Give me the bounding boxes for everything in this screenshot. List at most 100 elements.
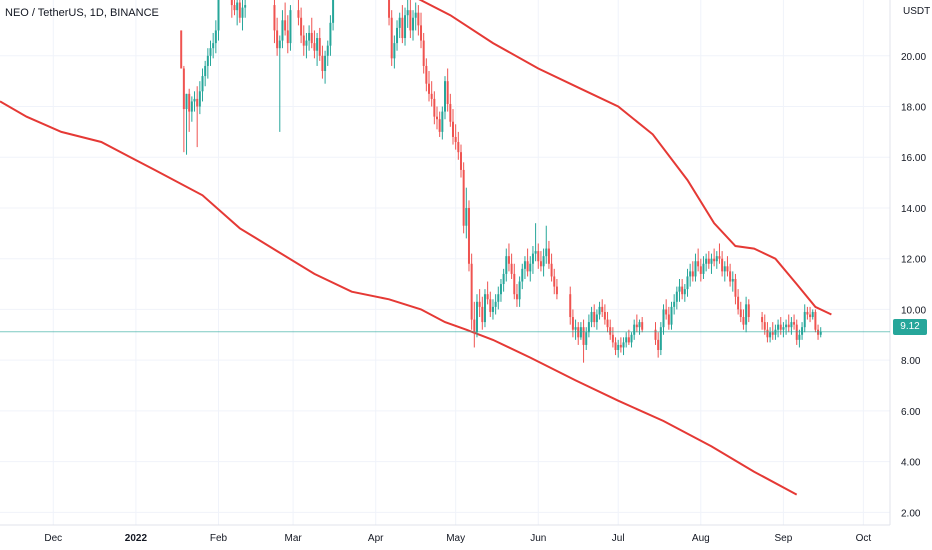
candle-body (590, 311, 593, 323)
candle-down (297, 0, 300, 26)
candle-up (769, 327, 772, 343)
price-axis-tick-label: 14.00 (901, 204, 926, 215)
candle-up (662, 304, 665, 335)
candle-up (630, 332, 633, 348)
candle-body (182, 68, 185, 110)
candle-down (553, 268, 556, 295)
candle-body (811, 311, 814, 318)
candle-body (332, 0, 335, 23)
candle-down (420, 12, 423, 49)
candle-down (609, 319, 612, 340)
candle-body (300, 17, 303, 36)
candle-body (404, 15, 407, 39)
candle-body (710, 258, 713, 264)
candle-down (478, 289, 481, 318)
price-axis-labels[interactable]: 2.00 4.00 6.00 8.00 10.00 12.00 14.00 16.00 18.0… (901, 52, 926, 520)
candle-body (654, 329, 657, 340)
candle-body (681, 286, 684, 295)
candle-body (414, 12, 417, 18)
candle-down (454, 124, 457, 150)
candle-down (734, 273, 737, 305)
candle-up (316, 32, 319, 66)
candle-up (305, 32, 308, 59)
candle-up (819, 327, 822, 338)
candle-down (697, 248, 700, 272)
symbol-title[interactable]: NEO / TetherUS, 1D, BINANCE (5, 7, 159, 19)
candle-down (539, 251, 542, 272)
candle-body (491, 306, 494, 312)
candle-down (230, 0, 233, 18)
candle-body (641, 322, 644, 330)
candle-body (555, 286, 558, 295)
candle-body (425, 65, 428, 84)
candle-up (683, 284, 686, 302)
candle-up (694, 253, 697, 282)
candle-body (587, 322, 590, 333)
candle-down (742, 309, 745, 330)
candle-body (745, 304, 748, 325)
candle-up (723, 261, 726, 282)
candle-body (521, 268, 524, 282)
candle-body (585, 332, 588, 345)
candle-down (555, 278, 558, 300)
candle-body (457, 142, 460, 153)
candle-down (188, 88, 191, 132)
candle-down (457, 131, 460, 160)
candle-down (449, 93, 452, 127)
candle-down (691, 261, 694, 282)
candle-body (233, 5, 236, 11)
candle-body (515, 294, 518, 300)
candle-body (398, 17, 401, 28)
candle-down (459, 144, 462, 178)
candle-up (523, 256, 526, 279)
candle-body (734, 278, 737, 297)
candle-up (212, 32, 215, 59)
candle-up (595, 309, 598, 330)
candle-down (547, 240, 550, 269)
time-axis-tick-label: Apr (368, 533, 384, 544)
candle-body (593, 311, 596, 323)
candle-down (729, 263, 732, 287)
candle-down (286, 15, 289, 54)
candle-up (398, 12, 401, 39)
candle-down (739, 301, 742, 323)
candle-body (499, 284, 502, 295)
candle-body (787, 324, 790, 328)
candle-body (715, 256, 718, 262)
candle-up (324, 50, 327, 84)
candle-body (667, 314, 670, 325)
candle-up (497, 286, 500, 310)
candle-down (526, 248, 529, 277)
candle-down (601, 299, 604, 318)
candle-down (409, 0, 412, 39)
candle-down (582, 319, 585, 363)
candle-body (803, 311, 806, 328)
candle-body (793, 322, 796, 325)
candle-down (793, 314, 796, 330)
candle-down (713, 248, 716, 267)
candle-down (481, 296, 484, 330)
candle-up (638, 319, 641, 335)
candle-up (803, 304, 806, 333)
candle-down (310, 17, 313, 49)
candle-up (332, 0, 335, 31)
candle-up (545, 225, 548, 264)
candle-up (214, 20, 217, 54)
candle-down (430, 81, 433, 107)
candle-body (702, 263, 705, 274)
candle-down (657, 332, 660, 358)
candle-up (204, 60, 207, 87)
candle-down (654, 322, 657, 345)
candle-body (705, 258, 708, 264)
time-axis-labels[interactable]: Dec 2022 Feb Mar Apr May Jun Jul Aug Sep Oct (44, 533, 871, 544)
candle-down (809, 306, 812, 323)
candle-body (726, 266, 729, 272)
candle-body (483, 294, 486, 323)
price-axis-tick-label: 18.00 (901, 103, 926, 114)
candle-down (806, 306, 809, 320)
candle-up (625, 332, 628, 348)
candle-down (273, 0, 276, 44)
price-axis-tick-label: 8.00 (901, 356, 921, 367)
price-axis-tick-label: 10.00 (901, 305, 926, 316)
